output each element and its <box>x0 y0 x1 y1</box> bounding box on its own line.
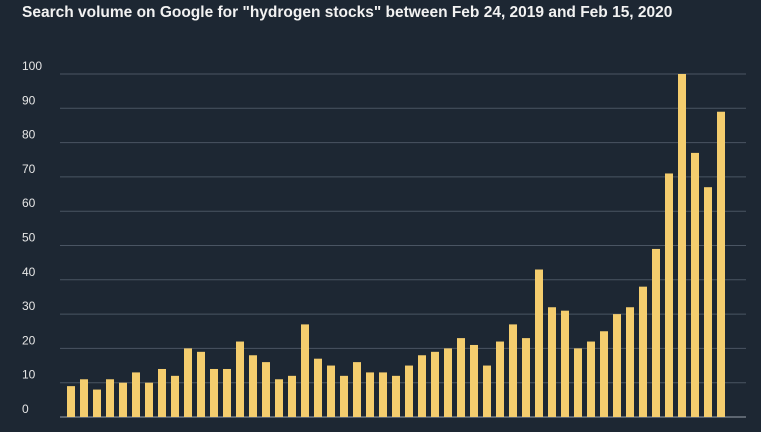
bar-43 <box>613 314 621 417</box>
bar-35 <box>509 324 517 417</box>
bar-7 <box>145 382 153 417</box>
bar-30 <box>444 348 452 417</box>
bar-8 <box>158 368 166 417</box>
bar-49 <box>691 152 699 417</box>
bar-33 <box>483 365 491 417</box>
bar-22 <box>340 375 348 417</box>
bar-4 <box>106 379 114 417</box>
y-tick-label-50: 50 <box>22 231 36 245</box>
bar-29 <box>431 351 439 417</box>
bar-38 <box>548 307 556 417</box>
bar-21 <box>327 365 335 417</box>
bar-44 <box>626 307 634 417</box>
bar-20 <box>314 358 322 417</box>
chart-title: Search volume on Google for "hydrogen st… <box>22 4 673 21</box>
bar-42 <box>600 331 608 417</box>
bar-32 <box>470 344 478 417</box>
bar-3 <box>93 389 101 417</box>
bar-6 <box>132 372 140 417</box>
bar-18 <box>288 375 296 417</box>
bar-9 <box>171 375 179 417</box>
bar-41 <box>587 341 595 417</box>
bar-51 <box>717 111 725 417</box>
bar-23 <box>353 362 361 417</box>
y-tick-label-40: 40 <box>22 265 36 279</box>
bar-37 <box>535 269 543 417</box>
bar-17 <box>275 379 283 417</box>
y-tick-label-60: 60 <box>22 196 36 210</box>
bar-19 <box>301 324 309 417</box>
bar-10 <box>184 348 192 417</box>
y-tick-label-70: 70 <box>22 162 36 176</box>
bar-15 <box>249 355 257 417</box>
bar-34 <box>496 341 504 417</box>
y-tick-label-90: 90 <box>22 93 36 107</box>
bar-16 <box>262 362 270 417</box>
bar-5 <box>119 382 127 417</box>
y-tick-label-20: 20 <box>22 333 36 347</box>
bar-2 <box>80 379 88 417</box>
bar-39 <box>561 310 569 417</box>
bar-25 <box>379 372 387 417</box>
y-tick-label-100: 100 <box>22 59 42 73</box>
bar-13 <box>223 368 231 417</box>
bar-1 <box>67 386 75 417</box>
bar-12 <box>210 368 218 417</box>
bar-31 <box>457 338 465 417</box>
y-tick-label-30: 30 <box>22 299 36 313</box>
bar-36 <box>522 338 530 417</box>
bar-14 <box>236 341 244 417</box>
y-tick-label-10: 10 <box>22 368 36 382</box>
bar-46 <box>652 248 660 417</box>
y-tick-label-0: 0 <box>22 402 29 416</box>
bar-11 <box>197 351 205 417</box>
bar-40 <box>574 348 582 417</box>
bar-28 <box>418 355 426 417</box>
bar-26 <box>392 375 400 417</box>
y-tick-label-80: 80 <box>22 128 36 142</box>
bar-48 <box>678 74 686 417</box>
bar-24 <box>366 372 374 417</box>
bar-50 <box>704 187 712 417</box>
bar-45 <box>639 286 647 417</box>
bar-47 <box>665 173 673 417</box>
bar-27 <box>405 365 413 417</box>
